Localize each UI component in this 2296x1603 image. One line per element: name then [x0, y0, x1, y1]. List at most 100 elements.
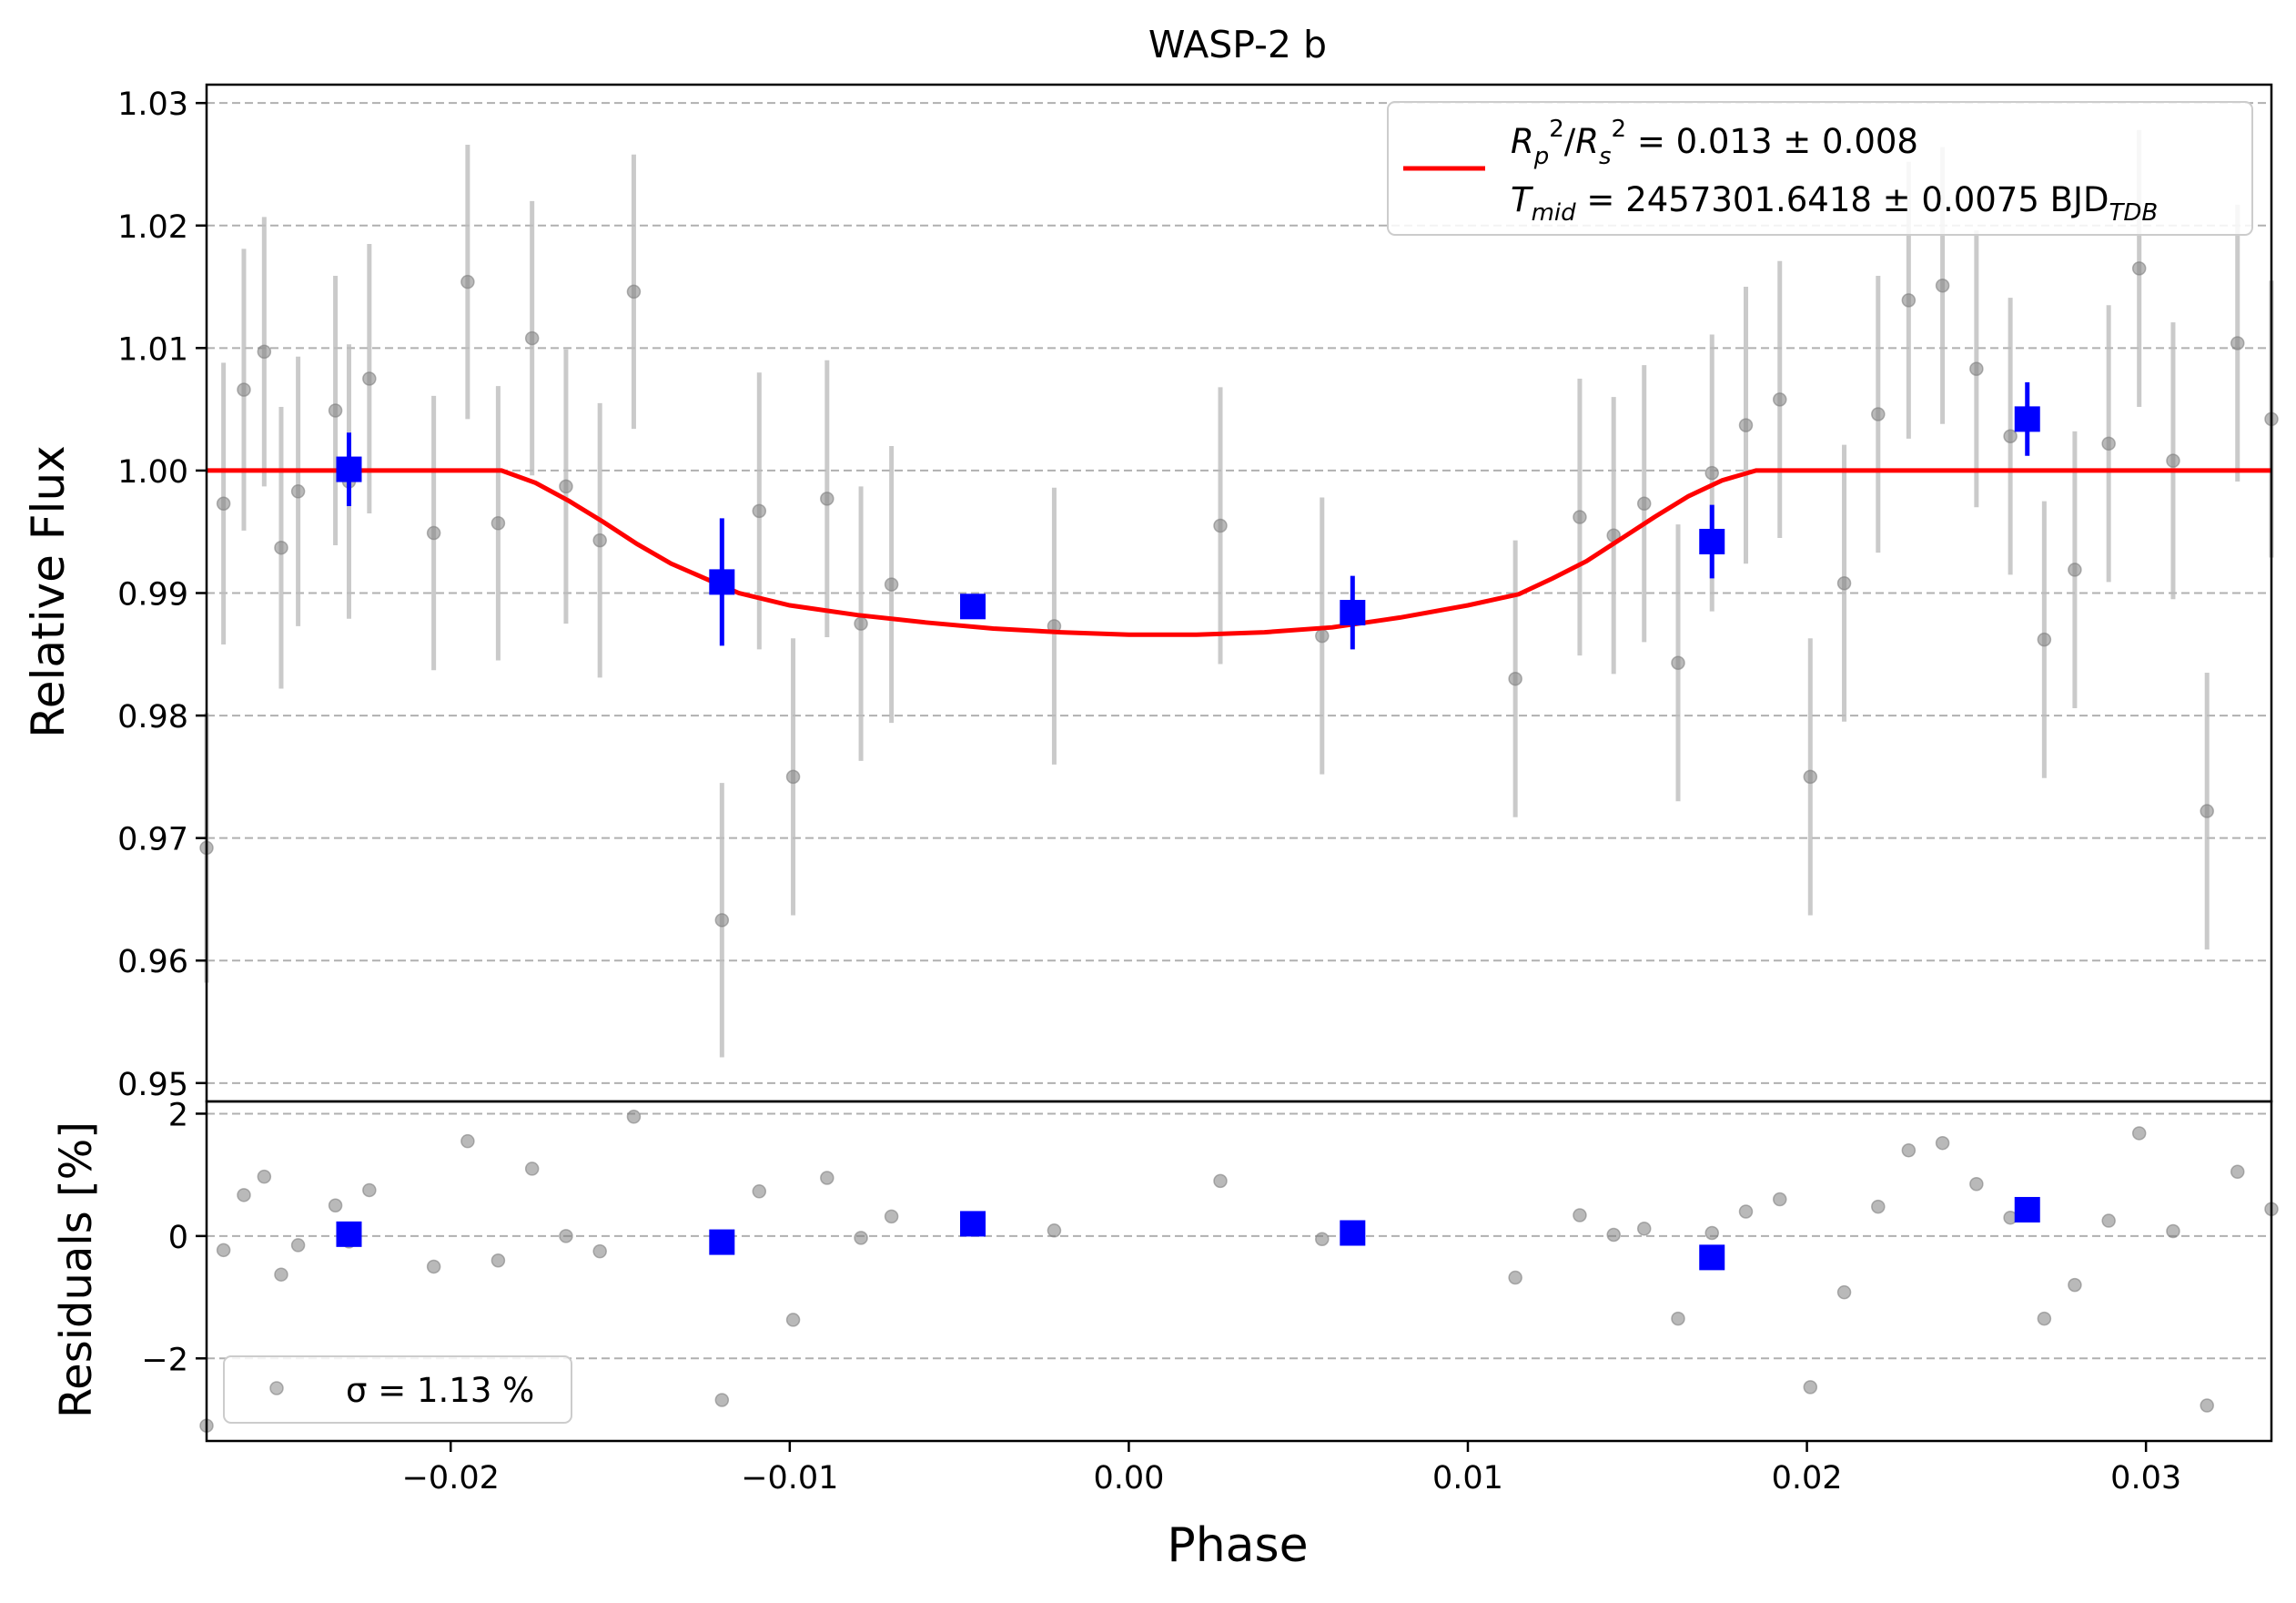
flux-raw-point — [820, 492, 834, 506]
residuals-raw-point — [1836, 1284, 1852, 1300]
flux-binned-point — [1340, 600, 1366, 626]
x-tick-label: 0.01 — [1432, 1460, 1503, 1496]
flux-binned-point — [2014, 406, 2040, 432]
flux-y-tick-label: 0.98 — [117, 699, 188, 736]
residuals-raw-point — [426, 1259, 441, 1274]
residuals-binned-point — [2014, 1196, 2040, 1223]
flux-raw-point — [626, 284, 642, 299]
residuals-raw-point — [1969, 1176, 1984, 1192]
residuals-binned-point — [960, 1211, 986, 1237]
flux-raw-point — [2037, 632, 2052, 647]
residuals-panel: −2 0 2 −0.02 −0.01 0.00 0.01 0.02 0.03 Residual… — [51, 1097, 2279, 1573]
residuals-raw-point — [714, 1393, 730, 1407]
chart-title: WASP-2 b — [1148, 23, 1327, 66]
x-ticks: −0.02 −0.01 0.00 0.01 0.02 0.03 — [402, 1441, 2181, 1496]
flux-raw-point — [1636, 496, 1652, 512]
flux-raw-point — [2068, 563, 2082, 577]
flux-y-tick-label: 0.95 — [117, 1067, 188, 1103]
flux-raw-point — [362, 371, 377, 386]
residuals-raw-point — [2200, 1398, 2214, 1413]
residuals-raw-point — [2230, 1164, 2245, 1180]
residuals-raw-point — [216, 1243, 231, 1258]
flux-y-tick-label: 0.96 — [117, 944, 188, 980]
residuals-raw-point — [460, 1133, 475, 1149]
residuals-raw-point — [257, 1169, 272, 1184]
residuals-binned-point — [1340, 1220, 1366, 1246]
residuals-raw-point — [2131, 1126, 2147, 1141]
flux-grid — [207, 102, 2271, 1084]
residuals-raw-point — [1047, 1223, 1062, 1238]
residuals-raw-point — [290, 1238, 306, 1253]
residuals-raw-point — [1773, 1192, 1787, 1207]
residuals-raw-point — [2101, 1213, 2116, 1228]
flux-raw-point — [2131, 261, 2147, 276]
residuals-raw-point — [2166, 1223, 2180, 1239]
x-tick-label: −0.02 — [402, 1460, 500, 1496]
residuals-raw-point — [1704, 1225, 1719, 1241]
residuals-raw-point — [820, 1171, 834, 1185]
sigma-legend: σ = 1.13 % — [223, 1355, 572, 1424]
sigma-legend-box — [223, 1355, 572, 1424]
flux-raw-point — [491, 516, 506, 531]
flux-binned-point — [336, 456, 362, 482]
residuals-raw-point — [884, 1209, 899, 1224]
residuals-y-tick-label: 2 — [168, 1097, 188, 1133]
residuals-raw-point — [626, 1110, 642, 1124]
residuals-y-tick-label: 0 — [168, 1220, 188, 1256]
residuals-raw-point — [2068, 1277, 2082, 1293]
flux-raw-point — [216, 496, 231, 512]
x-tick-label: 0.03 — [2110, 1460, 2181, 1496]
flux-y-tick-label: 1.00 — [117, 454, 188, 491]
flux-raw-point — [1704, 465, 1719, 481]
flux-raw-point — [1901, 293, 1917, 308]
residuals-raw-point — [237, 1188, 251, 1202]
flux-raw-point — [2101, 436, 2116, 451]
residuals-raw-point — [362, 1182, 377, 1198]
residuals-raw-point — [1935, 1135, 1950, 1151]
flux-raw-point — [524, 330, 540, 346]
flux-raw-point — [1573, 510, 1587, 524]
flux-raw-point — [257, 344, 272, 360]
flux-binned-point — [1699, 528, 1725, 554]
flux-y-tick-label: 0.99 — [117, 577, 188, 614]
fit-legend-line-1: Rp2/Rs2 = 0.013 ± 0.008 — [1511, 116, 1918, 170]
residuals-raw-point — [524, 1162, 540, 1176]
residuals-raw-point — [1636, 1222, 1652, 1236]
flux-raw-point — [2166, 453, 2180, 468]
flux-raw-point — [2003, 429, 2018, 443]
residuals-raw-point — [752, 1184, 767, 1199]
residuals-binned-point — [709, 1229, 735, 1255]
residuals-raw-point — [1606, 1227, 1621, 1243]
residuals-raw-point — [1508, 1270, 1522, 1285]
flux-raw-point — [854, 616, 868, 631]
x-tick-label: 0.00 — [1093, 1460, 1164, 1496]
flux-raw-point — [592, 533, 607, 548]
flux-raw-point — [2200, 804, 2214, 818]
flux-y-tick-label: 1.03 — [117, 86, 188, 123]
flux-raw-point — [426, 525, 441, 541]
fit-legend: Rp2/Rs2 = 0.013 ± 0.008 Tmid = 2457301.6… — [1387, 101, 2253, 236]
flux-raw-point — [1871, 407, 1886, 421]
flux-raw-point — [2230, 336, 2245, 350]
flux-raw-point — [1803, 769, 1818, 785]
flux-raw-point — [274, 540, 288, 555]
residuals-raw-point — [1871, 1199, 1886, 1214]
residuals-raw-point — [1901, 1143, 1917, 1158]
residuals-raw-point — [854, 1231, 868, 1245]
flux-raw-point — [1773, 392, 1787, 407]
fit-legend-box — [1387, 101, 2253, 236]
flux-raw-point — [1738, 418, 1754, 432]
residuals-binned-point — [1699, 1244, 1725, 1271]
fit-legend-line-2: Tmid = 2457301.6418 ± 0.0075 BJDTDB — [1511, 180, 2158, 227]
residuals-raw-point — [785, 1313, 801, 1327]
flux-binned-point — [960, 594, 986, 620]
residuals-ylabel: Residuals [%] — [51, 1121, 102, 1418]
flux-raw-point — [559, 479, 573, 494]
residuals-raw-point — [559, 1229, 573, 1243]
flux-y-ticks: 0.95 0.96 0.97 0.98 0.99 1.00 1.01 1.02 1.03 — [117, 86, 207, 1103]
residuals-raw-point — [274, 1267, 288, 1282]
residuals-raw-point — [1803, 1380, 1818, 1395]
flux-binned-point — [709, 569, 735, 595]
flux-raw-point — [460, 274, 475, 289]
